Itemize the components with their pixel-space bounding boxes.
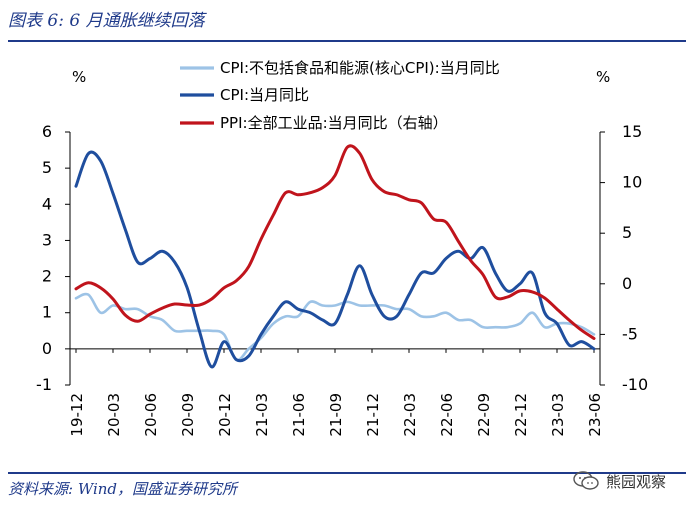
source-note: 资料来源: Wind，国盛证券研究所: [8, 480, 238, 498]
right-y-axis: -10 -5 0 5 10 15: [600, 122, 648, 394]
x-tick-label: 19-12: [68, 393, 86, 437]
series-layer: [74, 144, 596, 369]
wechat-icon: [573, 471, 599, 490]
x-tick-label: 20-09: [179, 393, 197, 437]
x-tick-label: 21-03: [253, 393, 271, 437]
watermark: 熊园观察: [572, 470, 666, 492]
right-tick-label: -10: [622, 375, 648, 394]
left-tick-label: 4: [42, 194, 52, 213]
legend: CPI:不包括食品和能源(核心CPI):当月同比 CPI:当月同比 PPI:全部工业…: [180, 59, 500, 132]
left-tick-label: 3: [42, 230, 52, 249]
right-axis-unit: %: [596, 68, 610, 86]
x-tick-label: 22-03: [401, 393, 419, 437]
x-tick-label: 23-03: [549, 393, 567, 437]
right-tick-label: -5: [622, 324, 638, 343]
x-tick-label: 21-06: [290, 393, 308, 437]
watermark-text: 熊园观察: [606, 472, 667, 491]
title-rule: [8, 40, 686, 42]
x-tick-label: 20-03: [105, 393, 123, 437]
left-tick-label: 1: [42, 303, 52, 322]
right-tick-label: 15: [622, 122, 642, 141]
right-tick-label: 0: [622, 274, 632, 293]
left-tick-label: 2: [42, 267, 52, 286]
x-tick-label: 20-12: [216, 393, 234, 437]
x-tick-label: 22-12: [512, 393, 530, 437]
footer-rule: [8, 472, 686, 474]
ppi-line: [74, 144, 596, 340]
x-tick-label: 22-09: [475, 393, 493, 437]
left-tick-label: 6: [42, 122, 52, 141]
x-tick-label: 23-06: [586, 393, 604, 437]
legend-cpi-label: CPI:当月同比: [220, 86, 309, 104]
figure-title: 图表 6: 6 月通胀继续回落: [8, 11, 205, 31]
left-axis-unit: %: [72, 68, 86, 86]
right-tick-label: 5: [622, 223, 632, 242]
x-tick-label: 21-12: [364, 393, 382, 437]
left-tick-label: -1: [36, 375, 52, 394]
x-tick-label: 22-06: [438, 393, 456, 437]
legend-ppi-label: PPI:全部工业品:当月同比（右轴）: [220, 114, 448, 132]
core-cpi-line: [74, 292, 596, 362]
legend-core-cpi-label: CPI:不包括食品和能源(核心CPI):当月同比: [220, 59, 500, 77]
right-tick-label: 10: [622, 173, 642, 192]
x-tick-label: 20-06: [142, 393, 160, 437]
cpi-line: [74, 150, 596, 369]
left-tick-label: 5: [42, 158, 52, 177]
left-y-axis: -1 0 1 2 3 4 5 6: [36, 122, 70, 394]
x-axis: 19-12 20-03 20-06 20-09 20-12 21-03 21-06 21-09…: [68, 348, 604, 437]
left-tick-label: 0: [42, 339, 52, 358]
x-tick-label: 21-09: [327, 393, 345, 437]
